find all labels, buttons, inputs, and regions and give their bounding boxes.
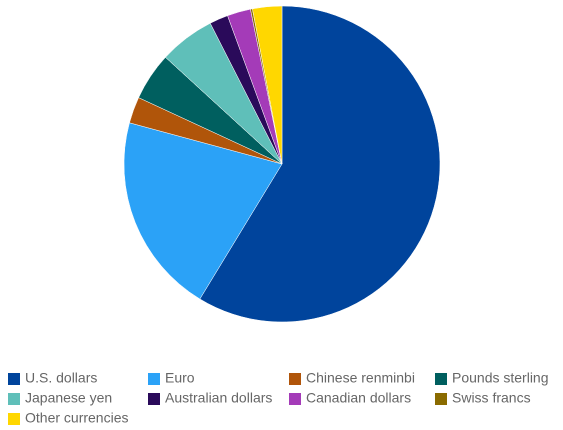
legend-swatch (435, 393, 447, 405)
pie-slice (252, 5, 283, 165)
legend-swatch (8, 373, 20, 385)
legend-label: Canadian dollars (306, 390, 411, 406)
legend-swatch (148, 393, 160, 405)
legend-label: Other currencies (25, 410, 128, 426)
legend-label: Euro (165, 370, 195, 386)
legend-swatch (148, 373, 160, 385)
legend-label: Australian dollars (165, 390, 272, 406)
legend-swatch (289, 393, 301, 405)
legend-swatch (8, 393, 20, 405)
pie-slice (199, 5, 441, 323)
legend-label: Japanese yen (25, 390, 112, 406)
legend-label: U.S. dollars (25, 370, 97, 386)
legend-label: Chinese renminbi (306, 370, 415, 386)
legend-label: Swiss francs (452, 390, 531, 406)
legend-swatch (289, 373, 301, 385)
legend-label: Pounds sterling (452, 370, 549, 386)
legend-swatch (8, 413, 20, 425)
legend-swatch (435, 373, 447, 385)
pie-slice (123, 122, 283, 300)
